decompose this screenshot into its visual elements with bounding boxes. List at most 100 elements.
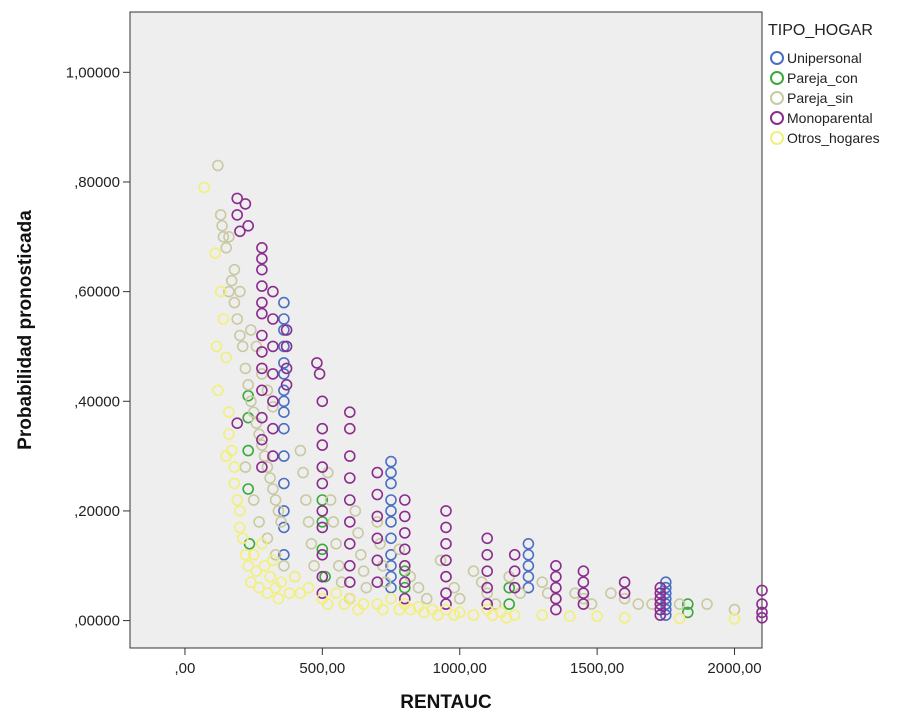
data-point-otros-hogares (253, 581, 265, 594)
data-point-otros-hogares (258, 559, 271, 572)
data-point-otros-hogares (239, 548, 252, 561)
data-point-otros-hogares (500, 611, 513, 624)
data-point-pareja-sin (352, 527, 364, 539)
data-point-pareja-con (316, 516, 329, 528)
data-point-monoparental (316, 587, 329, 600)
data-point-pareja-sin (585, 598, 598, 610)
x-tick-label: 500,00 (299, 660, 345, 677)
data-point-otros-hogares (376, 603, 389, 616)
data-point-monoparental (371, 488, 384, 501)
data-point-monoparental (343, 422, 356, 435)
data-point-monoparental (231, 209, 243, 221)
y-tick-label: ,20000 (74, 503, 120, 520)
data-point-monoparental (280, 324, 293, 336)
data-point-monoparental (756, 584, 768, 597)
data-point-pareja-sin (305, 537, 318, 550)
y-tick-label: ,40000 (74, 393, 120, 410)
data-point-pareja-sin (231, 313, 243, 325)
data-point-pareja-sin (217, 231, 230, 243)
legend-marker (770, 91, 784, 105)
data-point-monoparental (311, 357, 323, 369)
data-point-monoparental (481, 581, 494, 594)
data-point-monoparental (231, 192, 243, 205)
x-tick-label: 1500,00 (570, 660, 624, 677)
data-point-monoparental (231, 417, 243, 430)
data-point-unipersonal (278, 505, 290, 517)
data-point-otros-hogares (228, 461, 241, 473)
data-point-pareja-sin (272, 505, 285, 517)
data-point-unipersonal (385, 477, 397, 490)
data-point-pareja-sin (434, 554, 447, 567)
data-point-monoparental (654, 592, 667, 605)
data-point-pareja-sin (327, 516, 340, 528)
data-point-unipersonal (278, 422, 290, 435)
data-point-pareja-sin (489, 598, 502, 610)
data-point-unipersonal (522, 570, 535, 583)
data-point-monoparental (398, 576, 411, 589)
data-point-pareja-sin (242, 378, 254, 391)
data-point-pareja-sin (269, 548, 282, 561)
data-point-pareja-sin (239, 461, 252, 473)
data-point-pareja-sin (214, 209, 227, 221)
data-point-monoparental (398, 559, 411, 572)
data-point-pareja-sin (269, 494, 282, 506)
legend-label: Monoparental (787, 110, 873, 126)
x-tick-label: 2000,00 (707, 660, 761, 677)
data-point-otros-hogares (404, 603, 417, 616)
data-point-monoparental (267, 285, 279, 298)
data-point-unipersonal (278, 450, 290, 462)
data-point-monoparental (440, 537, 452, 550)
data-point-unipersonal (522, 559, 535, 572)
data-point-monoparental (756, 606, 768, 619)
y-tick-label: ,60000 (74, 284, 120, 301)
data-point-unipersonal (278, 406, 290, 419)
data-point-monoparental (508, 565, 521, 578)
data-point-otros-hogares (673, 612, 686, 625)
data-point-unipersonal (278, 477, 290, 490)
data-point-pareja-sin (223, 231, 235, 243)
data-point-pareja-sin (646, 598, 658, 610)
data-point-pareja-con (242, 444, 254, 457)
data-point-monoparental (440, 521, 452, 534)
data-point-pareja-sin (278, 559, 290, 572)
data-point-pareja-sin (302, 516, 315, 528)
legend-label: Pareja_sin (787, 90, 853, 106)
data-point-unipersonal (385, 505, 397, 517)
legend-label: Pareja_con (787, 70, 858, 86)
data-point-otros-hogares (385, 592, 397, 605)
data-point-otros-hogares (563, 610, 576, 623)
data-point-otros-hogares (198, 181, 210, 194)
data-point-pareja-con (242, 389, 254, 402)
data-point-monoparental (756, 598, 768, 610)
data-point-pareja-sin (324, 494, 337, 506)
data-point-pareja-sin (360, 581, 373, 594)
data-point-otros-hogares (250, 565, 263, 578)
data-point-otros-hogares (231, 494, 243, 506)
data-point-pareja-sin (294, 444, 307, 457)
data-point-unipersonal (278, 357, 290, 369)
data-point-monoparental (508, 548, 521, 561)
data-point-monoparental (280, 340, 293, 353)
data-point-monoparental (398, 527, 411, 539)
data-point-monoparental (256, 433, 268, 446)
data-point-otros-hogares (330, 587, 342, 600)
data-point-unipersonal (522, 581, 535, 594)
data-point-unipersonal (385, 548, 397, 561)
data-point-pareja-sin (632, 598, 645, 610)
data-point-unipersonal (385, 516, 397, 528)
data-point-monoparental (440, 570, 452, 583)
data-point-pareja-sin (357, 565, 370, 578)
data-point-pareja-sin (216, 220, 228, 232)
data-point-pareja-sin (267, 483, 279, 495)
data-point-monoparental (256, 263, 268, 276)
data-point-pareja-sin (467, 565, 480, 578)
data-point-monoparental (313, 368, 326, 380)
data-point-unipersonal (385, 455, 397, 468)
data-point-otros-hogares (256, 537, 268, 550)
data-point-monoparental (267, 368, 279, 380)
data-point-pareja-sin (236, 340, 249, 353)
data-point-pareja-sin (481, 587, 494, 600)
data-point-pareja-sin (234, 329, 246, 342)
data-point-pareja-con (503, 581, 516, 594)
data-point-monoparental (242, 220, 254, 232)
